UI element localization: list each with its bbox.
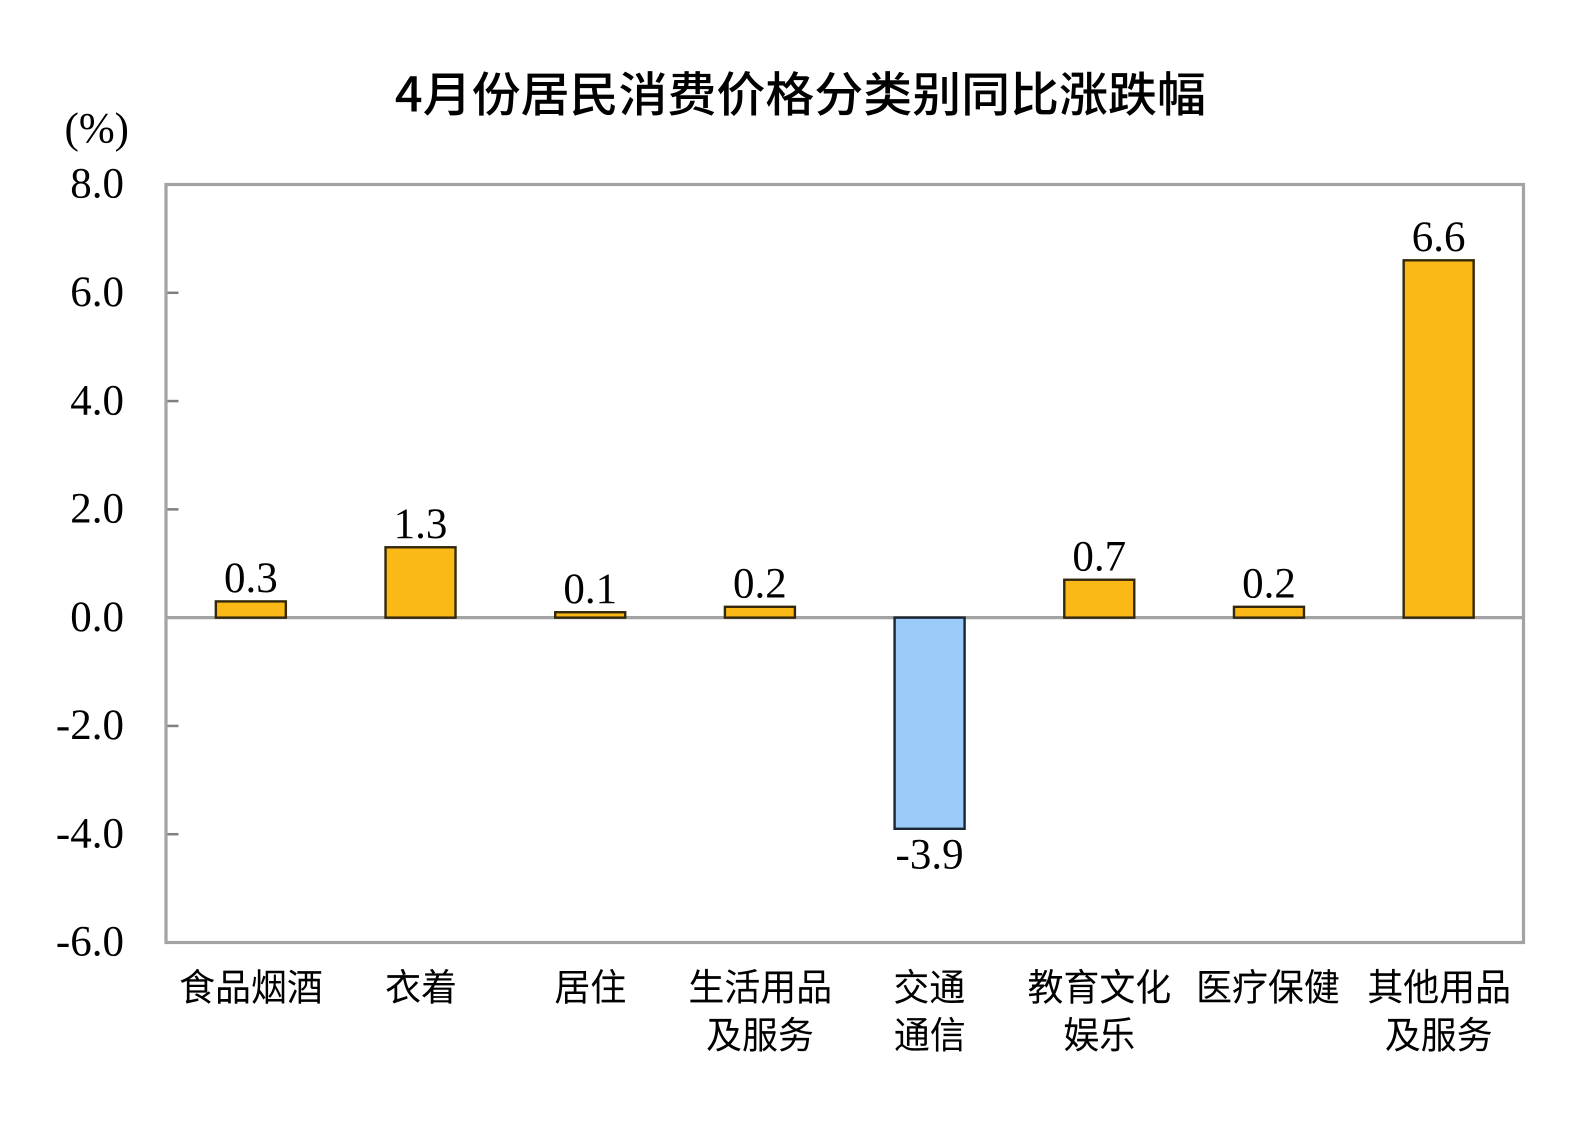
- svg-text:8.0: 8.0: [70, 161, 124, 208]
- svg-text:(%): (%): [65, 106, 129, 153]
- svg-text:2.0: 2.0: [70, 486, 124, 533]
- svg-text:-4.0: -4.0: [56, 810, 124, 857]
- svg-text:4.0: 4.0: [70, 377, 124, 424]
- svg-text:-6.0: -6.0: [56, 919, 124, 966]
- svg-text:0.2: 0.2: [1242, 561, 1296, 608]
- svg-text:1.3: 1.3: [394, 501, 448, 548]
- svg-text:0.7: 0.7: [1072, 533, 1126, 580]
- svg-text:-2.0: -2.0: [56, 702, 124, 749]
- svg-text:6.0: 6.0: [70, 269, 124, 316]
- svg-text:0.0: 0.0: [70, 594, 124, 641]
- svg-text:0.1: 0.1: [563, 566, 617, 613]
- svg-text:0.3: 0.3: [224, 555, 278, 602]
- svg-text:6.6: 6.6: [1412, 214, 1466, 261]
- svg-text:-3.9: -3.9: [896, 831, 964, 878]
- svg-text:0.2: 0.2: [733, 561, 787, 608]
